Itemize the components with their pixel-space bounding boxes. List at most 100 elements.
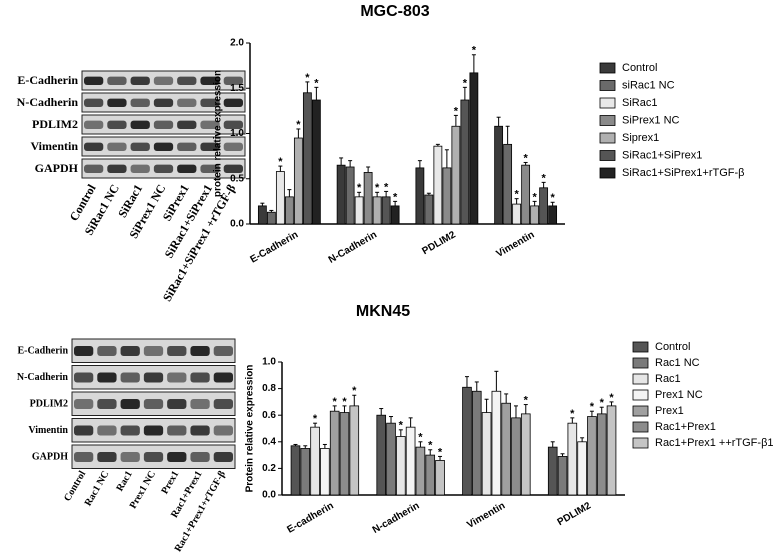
blot-row-label: Vimentin [30,139,78,153]
blot-band [130,76,150,85]
blot-band [143,425,164,436]
bar [336,164,346,225]
bar [433,145,443,225]
blot-band [153,164,174,173]
bar [257,205,267,225]
legend-swatch [599,62,616,74]
y-axis-label: protein relative expression [213,70,224,197]
blot-band [143,451,164,463]
bar [329,410,340,496]
blot-band [130,120,150,129]
legend-label: Prex1 [655,405,684,417]
significance-mark: * [352,385,357,397]
bar [471,390,482,496]
blot-band [200,120,220,129]
legend-label: Control [655,341,690,353]
y-tick-label: 0.4 [262,436,276,447]
blot-band [223,120,243,129]
blot-band [200,142,220,151]
blot-band [153,120,174,129]
significance-mark: * [463,77,468,89]
chart-title: MKN45 [356,303,410,320]
legend-swatch [599,115,616,126]
blot-band [190,425,210,436]
significance-mark: * [541,172,546,184]
significance-mark: * [278,156,283,168]
significance-mark: * [523,152,528,164]
legend-label: Rac1 [655,373,681,385]
legend-swatch [599,80,616,91]
x-tick-label: PDLIM2 [556,500,594,528]
significance-mark: * [532,191,537,203]
blot-band [107,164,127,173]
blot-row-label: GAPDH [32,452,68,463]
bar [376,414,387,496]
bar [372,196,382,225]
y-axis-label: Protein relative expression [245,365,256,493]
x-tick-label: Vimentin [495,229,537,260]
legend-label: Control [622,62,657,74]
legend-label: Rac1 NC [655,357,700,369]
blot-band [107,120,127,129]
blot-band [120,451,140,463]
blot-band [143,372,164,383]
significance-mark: * [314,77,319,89]
significance-mark: * [472,45,477,57]
significance-mark: * [305,72,310,84]
significance-mark: * [454,105,459,117]
blot-row-label: E-Cadherin [17,346,68,357]
blot-band [84,98,104,107]
blot-band [213,398,233,410]
blot-band [190,345,210,357]
bar [266,211,276,225]
blot-row-label: Vimentin [28,425,68,436]
blot-band [213,372,233,383]
legend-swatch [599,132,616,144]
blot-band [153,142,174,151]
blot-band [177,164,197,173]
bar [462,386,472,496]
bar [424,194,434,225]
significance-mark: * [384,181,389,193]
legend-swatch [632,437,649,449]
significance-mark: * [296,119,301,131]
blot-band [97,345,117,357]
legend-label: SiRac1+SiPrex1+rTGF-β [622,167,744,179]
x-tick-label: N-Cadherin [327,229,379,265]
bar [606,405,617,496]
legend-swatch [632,389,649,401]
bar [451,125,461,225]
blot-band [190,451,210,463]
significance-mark: * [342,396,347,408]
bar [415,446,426,496]
blot-band [177,120,197,129]
bar [503,143,513,225]
bar [354,196,364,225]
blot-band [74,345,94,357]
x-tick-label: E-Cadherin [248,229,300,265]
bar [548,205,558,225]
bar [300,448,311,496]
bar [345,166,355,225]
blot-row-label: N-Cadherin [17,95,79,109]
legend-label: siRac1 NC [622,79,675,91]
blot-band [223,164,243,173]
bar [386,422,396,496]
x-tick-label: N-cadherin [371,500,422,536]
bar [521,164,531,225]
bar [501,402,511,496]
bar [512,203,522,225]
bar [469,72,479,225]
blot-band [120,398,140,410]
y-tick-label: 0.2 [262,463,276,474]
blot-band [167,398,187,410]
legend-swatch [599,97,616,109]
y-tick-label: 0.0 [230,219,244,230]
blot-band [97,372,117,383]
bar [596,413,607,496]
significance-mark: * [570,408,575,420]
bar [460,99,470,225]
blot-row-label: E-Cadherin [17,73,78,87]
blot-band [200,164,220,173]
legend-swatch [632,421,649,433]
